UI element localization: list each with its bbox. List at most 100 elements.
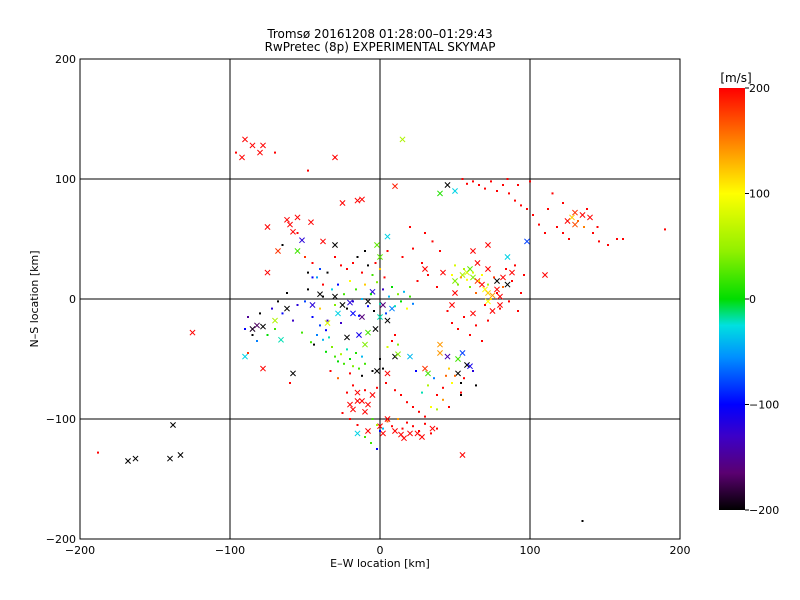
cross-marker: [485, 290, 491, 296]
dot-marker: [379, 358, 381, 360]
cross-marker: [497, 293, 503, 300]
dot-marker: [289, 382, 291, 384]
dot-marker: [244, 328, 246, 330]
dot-marker: [382, 288, 384, 291]
cross-marker: [356, 332, 362, 338]
dot-marker: [466, 182, 468, 185]
dot-marker: [478, 280, 480, 282]
dot-marker: [421, 391, 423, 394]
cross-marker: [392, 428, 398, 434]
dot-marker: [406, 401, 408, 404]
cross-marker: [509, 269, 515, 276]
dot-marker: [340, 322, 342, 324]
dot-marker: [367, 305, 369, 308]
dot-marker: [586, 208, 588, 210]
dot-marker: [616, 238, 618, 240]
dot-marker: [358, 314, 360, 317]
dot-marker: [562, 232, 564, 234]
dot-marker: [448, 367, 450, 370]
dot-marker: [296, 304, 299, 306]
dot-marker: [568, 238, 570, 240]
dot-marker: [517, 310, 519, 312]
dot-marker: [334, 256, 336, 258]
cross-marker: [294, 214, 301, 221]
dot-marker: [664, 228, 666, 231]
dot-marker: [364, 283, 366, 286]
cross-marker: [384, 233, 391, 240]
dot-marker: [379, 430, 381, 432]
cross-marker: [249, 326, 256, 332]
cross-marker: [317, 291, 323, 298]
cross-marker: [257, 149, 263, 156]
dot-marker: [346, 348, 348, 351]
dot-marker: [418, 410, 420, 413]
dot-marker: [346, 268, 348, 270]
y-tick-label: 0: [69, 293, 76, 306]
dot-marker: [307, 288, 309, 291]
dot-marker: [484, 187, 486, 190]
dot-marker: [400, 394, 402, 396]
dot-marker: [439, 250, 441, 252]
x-tick-label: 200: [670, 544, 691, 557]
cross-marker: [429, 425, 436, 432]
dot-marker: [475, 324, 477, 327]
dot-marker: [475, 292, 477, 294]
dot-marker: [391, 286, 393, 288]
cross-marker: [444, 182, 451, 188]
dot-marker: [271, 307, 273, 310]
dot-marker: [454, 374, 456, 377]
dot-marker: [376, 281, 378, 284]
cross-marker: [347, 401, 353, 408]
dot-marker: [436, 427, 438, 430]
cross-marker: [249, 142, 256, 149]
cross-marker: [287, 221, 293, 228]
dot-marker: [460, 382, 462, 384]
cross-marker: [354, 389, 361, 396]
dot-marker: [319, 268, 321, 270]
cross-marker: [407, 430, 413, 437]
cross-marker: [170, 422, 176, 428]
dot-marker: [418, 430, 420, 432]
cross-marker: [504, 254, 511, 260]
chart-title: Tromsø 20161208 01:28:00–01:29:43: [266, 27, 492, 41]
dot-marker: [235, 151, 237, 154]
dot-marker: [394, 389, 396, 392]
cross-marker: [464, 362, 470, 368]
cross-marker: [395, 351, 401, 358]
dot-marker: [325, 350, 327, 353]
dot-marker: [97, 451, 99, 454]
colorbar: [719, 88, 745, 510]
colorbar-tick-label: −100: [749, 399, 779, 412]
dot-marker: [391, 425, 393, 428]
cross-marker: [419, 434, 425, 440]
dot-marker: [326, 319, 329, 322]
dot-marker: [505, 268, 507, 270]
dot-marker: [311, 276, 314, 279]
cross-marker: [350, 406, 356, 413]
dot-marker: [461, 178, 464, 180]
dot-marker: [337, 377, 339, 380]
dot-marker: [598, 240, 600, 243]
dot-marker: [322, 295, 324, 298]
cross-marker: [299, 237, 305, 244]
dot-marker: [386, 420, 389, 423]
cross-marker: [347, 299, 353, 306]
dot-marker: [325, 329, 327, 332]
dot-marker: [349, 280, 351, 282]
dot-marker: [551, 192, 554, 195]
dot-marker: [514, 199, 516, 202]
cross-marker: [264, 224, 271, 230]
cross-marker: [422, 365, 428, 372]
cross-marker: [362, 408, 368, 415]
dot-marker: [596, 226, 599, 228]
cross-marker: [324, 320, 331, 326]
dot-marker: [367, 264, 369, 267]
cross-marker: [278, 336, 284, 343]
dot-marker: [382, 367, 384, 370]
cross-marker: [494, 278, 500, 284]
dot-marker: [400, 300, 402, 303]
cross-marker: [275, 248, 281, 254]
dot-marker: [334, 156, 336, 159]
cross-marker: [467, 363, 473, 370]
colorbar-tick-label: 100: [749, 188, 770, 201]
